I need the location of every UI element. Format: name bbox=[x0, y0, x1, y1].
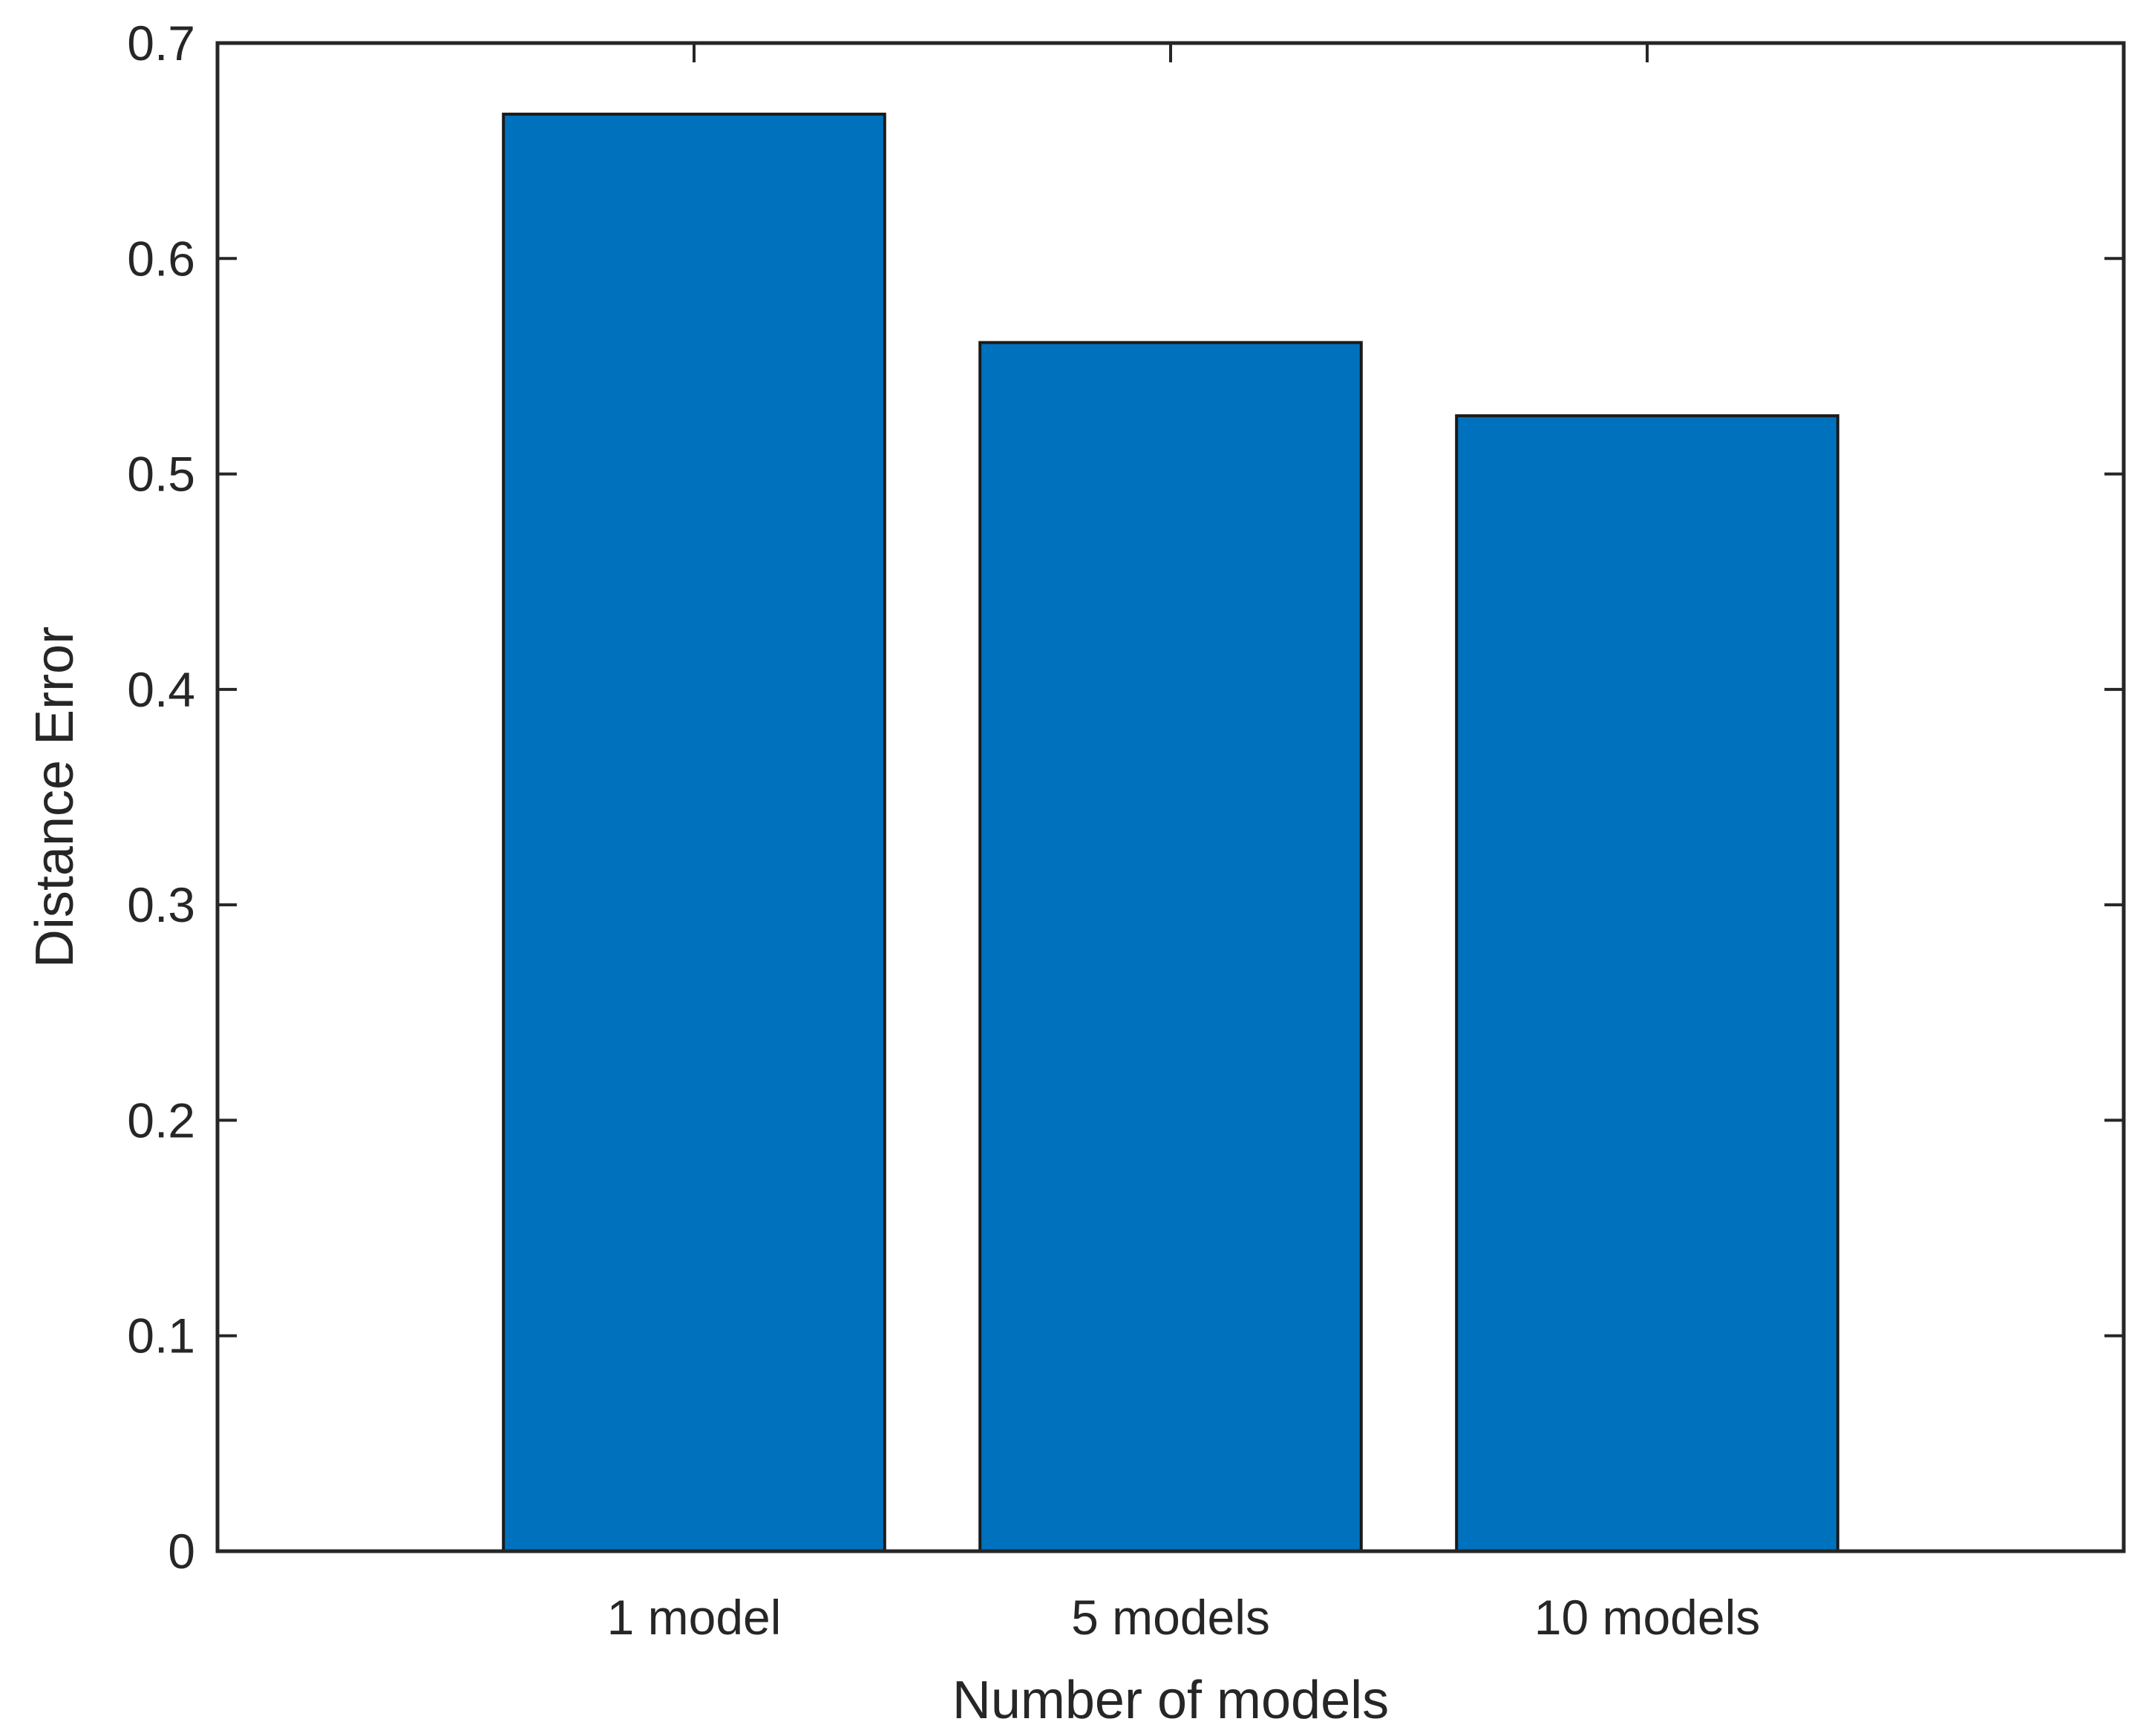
x-tick-label: 10 models bbox=[1534, 1590, 1761, 1645]
x-tick-label: 1 model bbox=[607, 1590, 782, 1645]
y-tick-label: 0.7 bbox=[127, 16, 195, 71]
x-tick-labels: 1 model 5 models 10 models bbox=[607, 1590, 1761, 1645]
ticks-layer bbox=[217, 42, 2124, 1553]
bar bbox=[502, 112, 886, 1553]
x-axis-title: Number of models bbox=[952, 1671, 1389, 1730]
y-tick-label: 0.2 bbox=[127, 1093, 195, 1147]
plot-frame bbox=[215, 41, 2126, 1553]
y-tick-label: 0.1 bbox=[127, 1308, 195, 1363]
y-tick-label: 0.6 bbox=[127, 231, 195, 286]
y-tick-label: 0.4 bbox=[127, 662, 195, 717]
y-tick-label: 0.3 bbox=[127, 877, 195, 932]
y-tick-label: 0.5 bbox=[127, 447, 195, 502]
y-tick-labels: 0 0.1 0.2 0.3 0.4 0.5 0.6 0.7 bbox=[127, 16, 195, 1579]
bar bbox=[978, 341, 1363, 1553]
y-tick-label: 0 bbox=[168, 1524, 195, 1579]
bars-layer bbox=[502, 112, 1839, 1553]
x-tick-label: 5 models bbox=[1071, 1590, 1270, 1645]
y-axis-title: Distance Error bbox=[25, 626, 85, 968]
bar bbox=[1455, 414, 1839, 1553]
